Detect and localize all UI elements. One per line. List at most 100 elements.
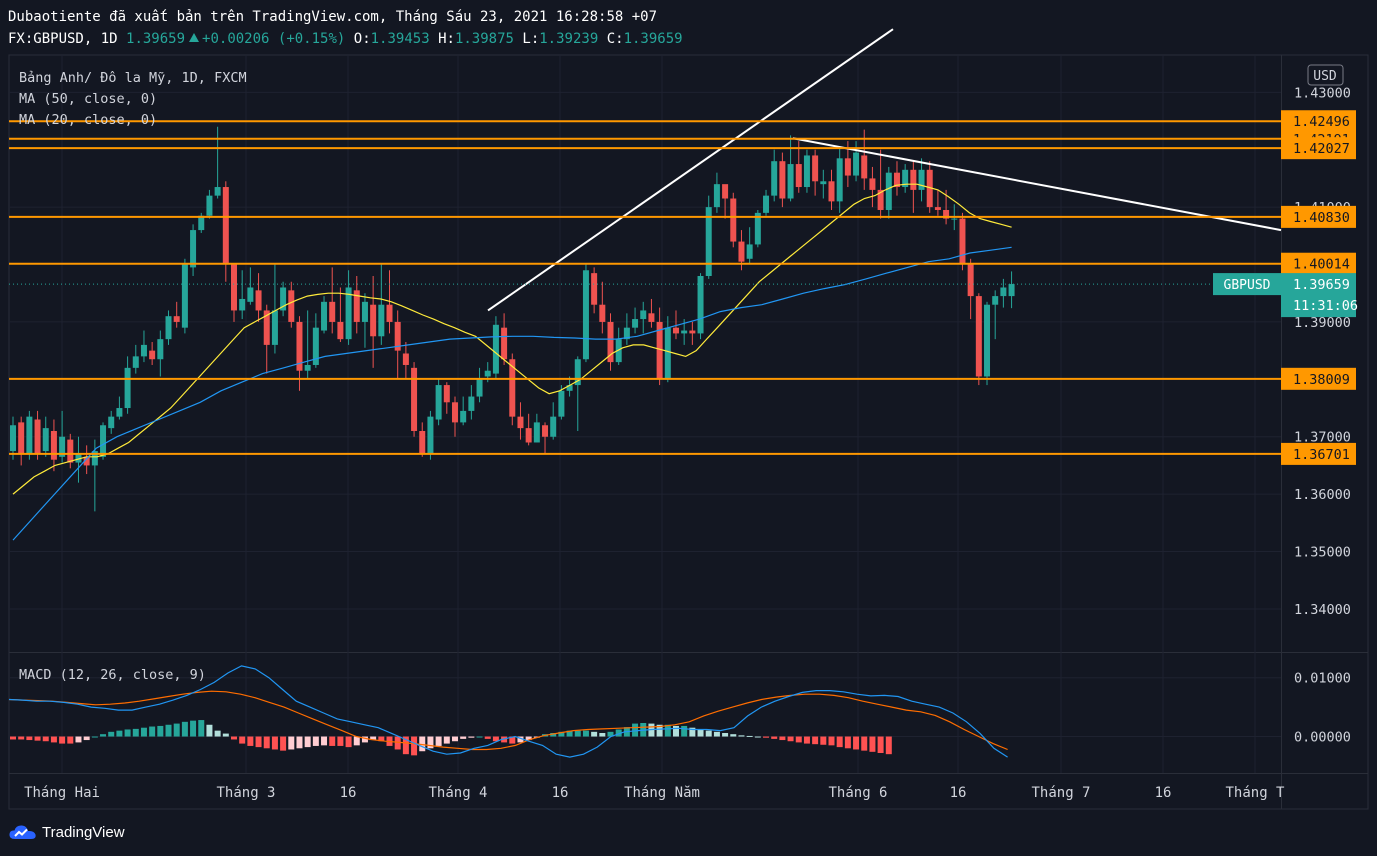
last-price-tag [1281, 273, 1356, 318]
macd-hist-bar [492, 736, 499, 742]
macd-hist-bar [312, 736, 319, 746]
last-price-label: 1.39659 [1293, 277, 1350, 293]
close-value: 1.39659 [623, 31, 683, 47]
publish-info: Dubaotiente đã xuất bản trên TradingView… [8, 9, 658, 25]
candle-body [304, 364, 311, 371]
macd-hist-bar [206, 724, 213, 737]
time-tick-label: Tháng Năm [624, 785, 700, 801]
macd-hist-bar [525, 736, 532, 741]
falling-trendline [792, 137, 1282, 232]
open-value: 1.39453 [370, 31, 430, 47]
candle-body [533, 422, 540, 443]
chart-area[interactable]: 1.340001.350001.360001.370001.390001.410… [0, 0, 1377, 810]
candle-body [476, 379, 483, 397]
macd-hist-bar [288, 736, 295, 750]
candle-body [345, 287, 352, 340]
symbol-legend[interactable]: Bảng Anh/ Đô la Mỹ, 1D, FXCM [19, 70, 247, 86]
macd-hist-bar [100, 734, 107, 737]
candle-body [795, 164, 802, 188]
macd-hist-bar [67, 736, 74, 744]
level-price-label: 1.36701 [1293, 447, 1350, 463]
macd-tick-label: 0.00000 [1294, 730, 1351, 746]
candle-body [230, 264, 237, 311]
candle-body [255, 290, 262, 311]
macd-hist-bar [239, 736, 246, 744]
macd-hist-bar [91, 736, 98, 738]
macd-hist-bar [443, 736, 450, 744]
candle-body [632, 319, 639, 328]
macd-line [8, 665, 1008, 758]
candle-body [599, 304, 606, 322]
macd-hist-bar [836, 736, 843, 748]
macd-hist-bar [599, 733, 606, 737]
candle-body [853, 152, 860, 176]
candle-body [672, 327, 679, 334]
macd-hist-bar [149, 726, 156, 737]
candle-body [910, 169, 917, 190]
macd-hist-bar [615, 729, 622, 737]
macd-hist-bar [574, 730, 581, 737]
price-tick-label: 1.37000 [1294, 430, 1351, 446]
candle-body [75, 453, 82, 463]
level-price-label: 1.40014 [1293, 257, 1350, 273]
macd-hist-bar [877, 736, 884, 753]
level-price-label: 1.42496 [1293, 114, 1350, 130]
level-price-label: 1.40830 [1293, 210, 1350, 226]
candle-body [329, 301, 336, 322]
ma50-legend[interactable]: MA (50, close, 0) [19, 91, 158, 107]
candle-body [468, 396, 475, 411]
macd-hist-bar [803, 736, 810, 744]
candle-body [738, 241, 745, 262]
level-price-tag [1281, 137, 1356, 160]
macd-hist-bar [255, 736, 262, 748]
currency-label: USD [1313, 69, 1337, 84]
macd-hist-bar [787, 736, 794, 742]
candle-body [91, 451, 98, 466]
macd-hist-bar [402, 736, 409, 755]
candle-body [558, 390, 565, 417]
macd-hist-bar [853, 736, 860, 750]
candle-body [501, 327, 508, 360]
macd-hist-bar [763, 736, 770, 738]
candle-body [26, 416, 33, 454]
candle-body [100, 425, 107, 457]
candle-body [140, 344, 147, 357]
candle-body [173, 316, 180, 322]
time-tick-label: Tháng Hai [24, 785, 100, 801]
ma20-legend[interactable]: MA (20, close, 0) [19, 112, 158, 128]
candle-body [705, 207, 712, 277]
candle-body [460, 410, 467, 423]
macd-hist-bar [771, 736, 778, 739]
candle-body [132, 356, 139, 368]
macd-hist-bar [468, 736, 475, 738]
candle-body [321, 301, 328, 331]
macd-hist-bar [738, 735, 745, 737]
candle-body [926, 169, 933, 208]
macd-hist-bar [844, 736, 851, 749]
candle-body [574, 359, 581, 386]
macd-hist-bar [34, 736, 41, 741]
macd-hist-bar [746, 735, 753, 737]
candle-body [353, 290, 360, 322]
candle-body [779, 161, 786, 199]
macd-hist-bar [165, 724, 172, 737]
candle-body [656, 321, 663, 380]
macd-hist-bar [656, 724, 663, 737]
chart-border [8, 54, 1369, 810]
candle-body [877, 189, 884, 210]
macd-legend[interactable]: MACD (12, 26, close, 9) [19, 667, 206, 683]
macd-hist-bar [476, 736, 483, 738]
candle-body [623, 327, 630, 340]
candle-body [198, 215, 205, 231]
ma20-line [12, 183, 1012, 495]
macd-hist-bar [124, 729, 131, 737]
ticker-tag [1213, 273, 1281, 296]
tradingview-logo[interactable]: TradingView [8, 822, 125, 842]
candle-body [542, 425, 549, 437]
candle-body [157, 339, 164, 360]
candle-body [42, 428, 49, 452]
macd-hist-bar [321, 736, 328, 746]
candle-body [312, 327, 319, 365]
candle-body [861, 155, 868, 179]
macd-signal-line [8, 690, 1008, 751]
